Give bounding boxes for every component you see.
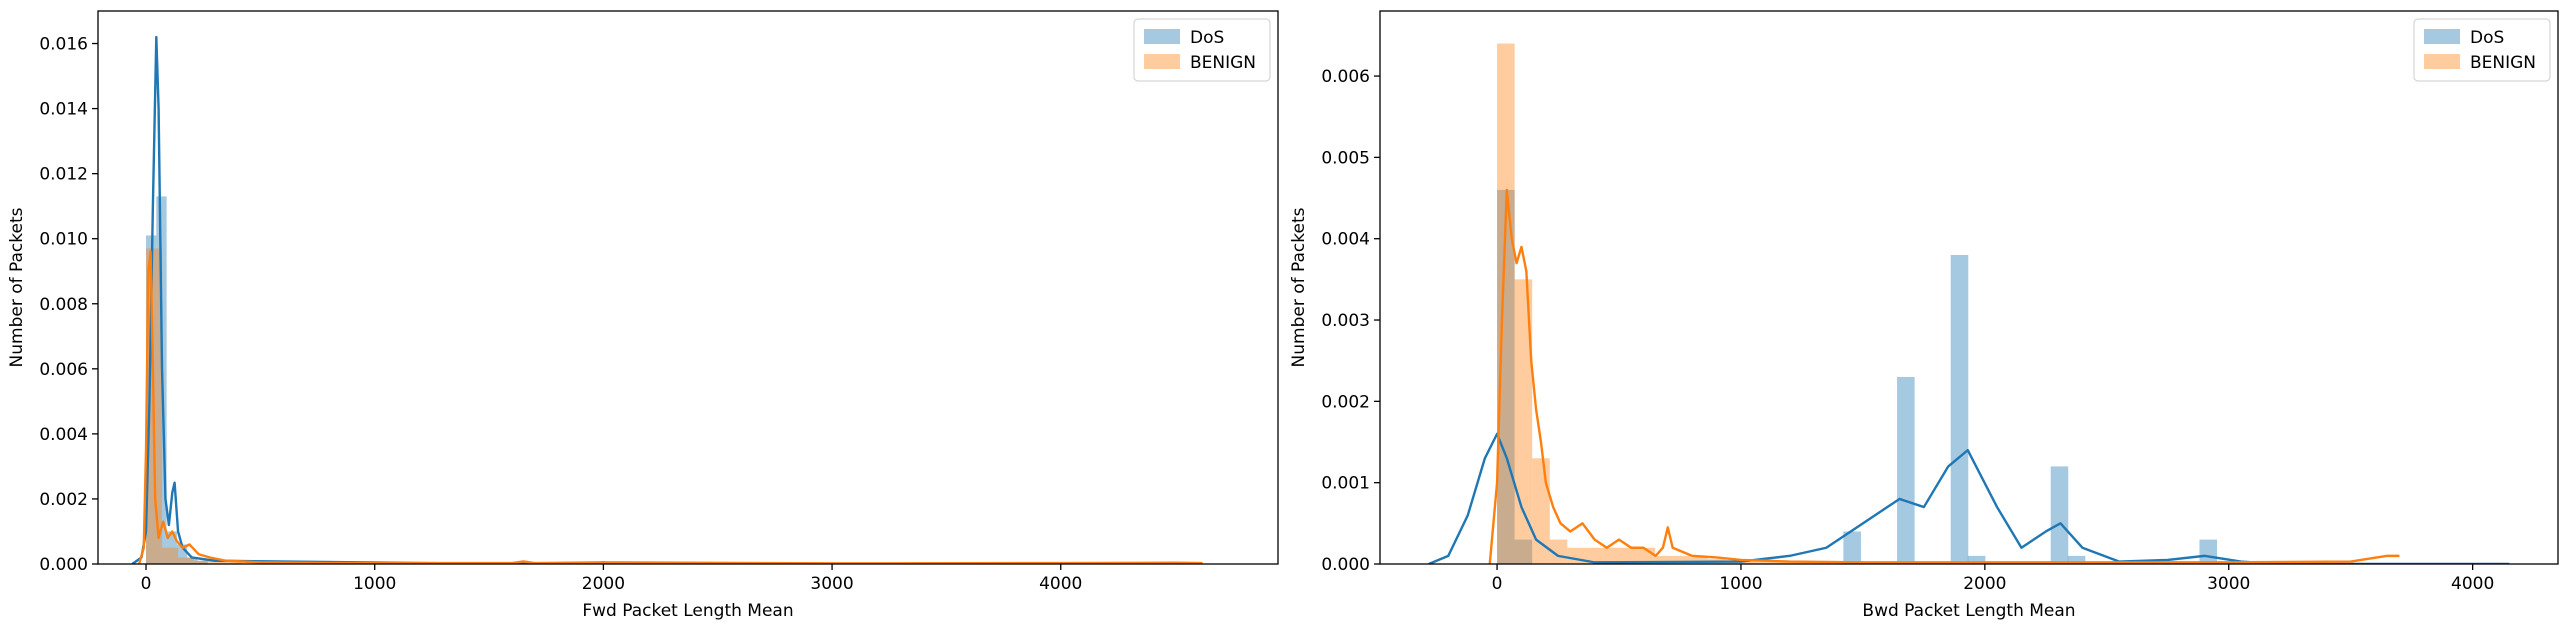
hist-bar-dos-2 bbox=[166, 531, 177, 564]
kde-line-benign bbox=[1488, 188, 2400, 564]
hist-bar-benign-9 bbox=[1655, 555, 1673, 564]
legend-label-benign: BENIGN bbox=[1190, 53, 1256, 73]
hist-bar-dos-1 bbox=[1514, 539, 1533, 564]
x-axis-label: Bwd Packet Length Mean bbox=[1862, 601, 2075, 621]
hist-bar-dos-4 bbox=[1950, 254, 1969, 564]
legend: DoS BENIGN bbox=[1133, 18, 1271, 82]
y-tick-label: 0.010 bbox=[39, 230, 88, 250]
chart-panel-fwd: 0 1000 2000 3000 4000 0.000 0.002 0.004 0.006 0.0… bbox=[7, 10, 1279, 621]
y-axis-label: Number of Packets bbox=[7, 207, 27, 367]
hist-bar-dos-2 bbox=[1843, 531, 1861, 564]
y-tick-label: 0.000 bbox=[39, 555, 88, 575]
hist-bar-benign-6 bbox=[1602, 547, 1620, 564]
y-tick-label: 0.002 bbox=[1321, 392, 1370, 412]
hist-bar-dos-3 bbox=[176, 544, 188, 564]
legend-label-benign: BENIGN bbox=[2470, 53, 2536, 73]
x-tick-label: 3000 bbox=[2207, 574, 2250, 594]
legend-swatch-dos bbox=[2424, 29, 2460, 44]
y-tick-label: 0.005 bbox=[1321, 148, 1370, 168]
hist-bar-benign-15 bbox=[1760, 561, 1779, 564]
legend-box bbox=[2413, 18, 2551, 82]
hist-bar-dos-0 bbox=[146, 235, 157, 564]
hist-bar-dos-8 bbox=[2199, 539, 2218, 564]
x-tick-label: 4000 bbox=[1039, 574, 1082, 594]
hist-bar-benign-18 bbox=[1813, 562, 1831, 564]
hist-bar-dos-4 bbox=[187, 557, 198, 564]
y-tick-label: 0.006 bbox=[1321, 67, 1370, 87]
y-tick-label: 0.006 bbox=[39, 360, 88, 380]
y-tick-label: 0.016 bbox=[39, 35, 88, 55]
hist-bar-dos-7 bbox=[2067, 555, 2086, 564]
kde-line-dos bbox=[131, 35, 1203, 564]
hist-bar-benign-5 bbox=[1584, 547, 1603, 564]
hist-bar-benign-2 bbox=[178, 557, 195, 564]
axes-frame bbox=[1379, 10, 2559, 565]
hist-bar-benign-17 bbox=[1795, 562, 1814, 564]
hist-bar-benign-4 bbox=[1567, 547, 1585, 564]
x-tick-label: 3000 bbox=[810, 574, 853, 594]
x-tick-label: 2000 bbox=[1963, 574, 2006, 594]
y-tick-label: 0.003 bbox=[1321, 311, 1370, 331]
x-tick-label: 0 bbox=[1492, 574, 1503, 594]
hist-bar-dos-5 bbox=[197, 560, 208, 564]
hist-bar-benign-4 bbox=[210, 560, 227, 564]
x-tick-label: 2000 bbox=[582, 574, 625, 594]
x-tick-label: 4000 bbox=[2451, 574, 2494, 594]
hist-bar-benign-10 bbox=[1672, 555, 1691, 564]
hist-bar-benign-16 bbox=[1778, 562, 1796, 564]
x-tick-label: 1000 bbox=[1719, 574, 1762, 594]
legend-swatch-dos bbox=[1144, 29, 1180, 44]
y-tick-label: 0.002 bbox=[39, 490, 88, 510]
hist-bar-benign-14 bbox=[1742, 561, 1761, 564]
y-tick-label: 0.001 bbox=[1321, 474, 1370, 494]
chart-panel-bwd: 0 1000 2000 3000 4000 0.000 0.001 0.002 0.003 0.0… bbox=[1289, 10, 2559, 621]
x-tick-label: 1000 bbox=[353, 574, 396, 594]
y-tick-label: 0.004 bbox=[1321, 230, 1370, 250]
y-tick-label: 0.008 bbox=[39, 295, 88, 315]
plot-area bbox=[1428, 43, 2510, 564]
legend: DoS BENIGN bbox=[2413, 18, 2551, 82]
legend-box bbox=[1133, 18, 1271, 82]
legend-swatch-benign bbox=[2424, 54, 2460, 69]
plot-area bbox=[131, 35, 1203, 564]
legend-label-dos: DoS bbox=[2470, 28, 2504, 48]
hist-bar-benign-3 bbox=[194, 560, 211, 564]
hist-bar-dos-5 bbox=[1967, 555, 1986, 564]
hist-bar-dos-6 bbox=[2050, 466, 2069, 564]
y-tick-label: 0.014 bbox=[39, 100, 88, 120]
axes-frame bbox=[97, 10, 1279, 565]
y-tick-label: 0.004 bbox=[39, 425, 88, 445]
hist-bar-dos-3 bbox=[1897, 376, 1915, 564]
legend-label-dos: DoS bbox=[1190, 28, 1224, 48]
hist-bar-benign-0 bbox=[1497, 43, 1515, 564]
y-tick-label: 0.012 bbox=[39, 165, 88, 185]
legend-swatch-benign bbox=[1144, 54, 1180, 69]
hist-bar-benign-1 bbox=[162, 547, 179, 564]
hist-bar-benign-7 bbox=[1619, 547, 1638, 564]
y-axis-label: Number of Packets bbox=[1289, 207, 1309, 367]
x-tick-label: 0 bbox=[141, 574, 152, 594]
hist-bar-benign-1 bbox=[1514, 279, 1533, 564]
hist-bar-benign-5 bbox=[226, 562, 243, 564]
kde-line-benign bbox=[138, 250, 1203, 564]
kde-line-dos bbox=[1428, 432, 2510, 564]
y-tick-label: 0.000 bbox=[1321, 555, 1370, 575]
x-axis-label: Fwd Packet Length Mean bbox=[582, 601, 793, 621]
